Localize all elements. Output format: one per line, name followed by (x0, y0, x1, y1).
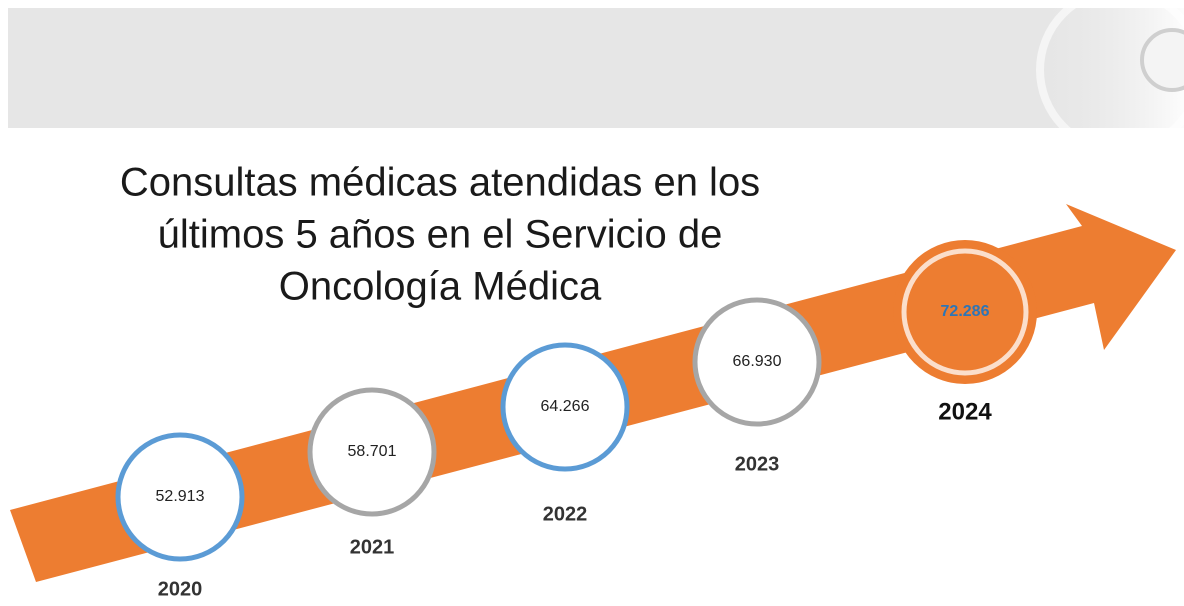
value-label: 58.701 (348, 443, 397, 460)
value-label: 72.286 (941, 303, 990, 320)
year-label: 2024 (938, 398, 992, 425)
stethoscope-icon (1140, 28, 1184, 92)
banner (8, 8, 1184, 128)
value-ring (901, 248, 1029, 376)
value-circle (115, 432, 245, 562)
year-label: 2021 (350, 536, 395, 558)
value-label: 66.930 (733, 353, 782, 370)
title-line: últimos 5 años en el Servicio de (158, 213, 723, 257)
title-line: Consultas médicas atendidas en los (120, 161, 760, 205)
timeline: 52.913 2020 58.701 2021 64.266 2022 66.930 2023… (115, 240, 1037, 600)
value-circle (500, 342, 630, 472)
title: Consultas médicas atendidas en los último… (120, 161, 760, 309)
value-label: 64.266 (541, 398, 590, 415)
year-label: 2022 (543, 503, 588, 525)
banner-decoration (1036, 0, 1184, 154)
year-label: 2023 (735, 453, 780, 475)
year-label: 2020 (158, 578, 203, 600)
value-circle (692, 297, 822, 427)
value-circle (307, 387, 437, 517)
value-circle (893, 240, 1037, 384)
value-label: 52.913 (156, 488, 205, 505)
title-line: Oncología Médica (279, 265, 602, 309)
